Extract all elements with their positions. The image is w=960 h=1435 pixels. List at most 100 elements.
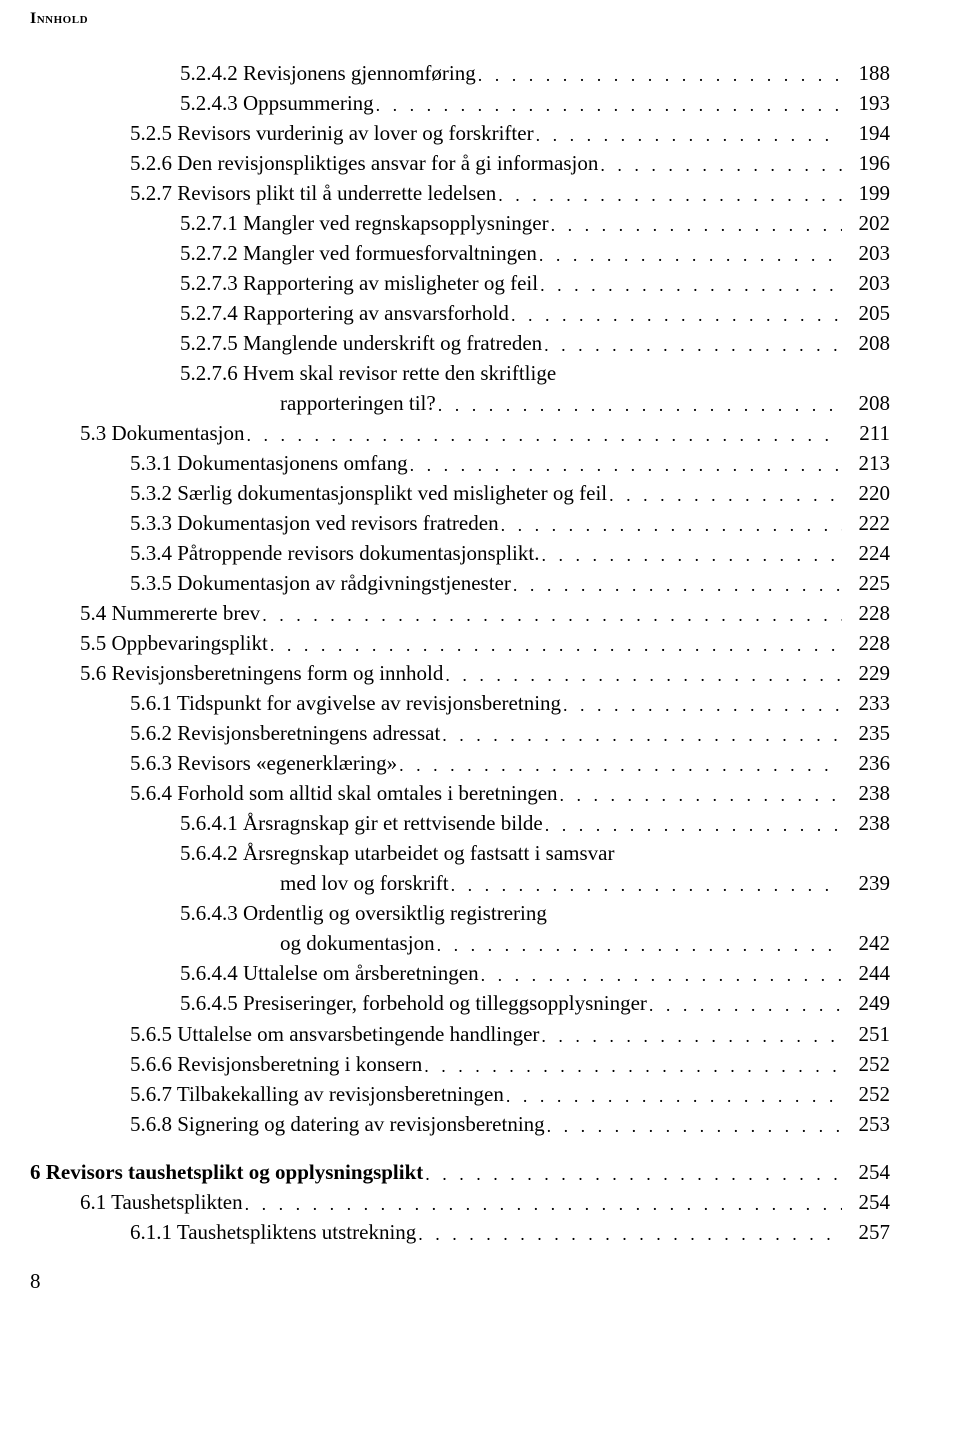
toc-entry: 5.6.5 Uttalelse om ansvarsbetingende han… (130, 1019, 890, 1049)
toc-entry: 5.3.4 Påtroppende revisors dokumentasjon… (130, 538, 890, 568)
toc-dot-leader (551, 213, 842, 239)
toc-entry: 5.6.4.1 Årsragnskap gir et rettvisende b… (180, 808, 890, 838)
toc-page-number: 228 (846, 628, 890, 658)
toc-page-number: 211 (846, 418, 890, 448)
toc-label: 5.6.1 Tidspunkt for avgivelse av revisjo… (130, 688, 561, 718)
toc-dot-leader (481, 963, 842, 989)
toc-label: 5.2.4.3 Oppsummering (180, 88, 374, 118)
toc-label: 5.6.8 Signering og datering av revisjons… (130, 1109, 545, 1139)
toc-page-number: 228 (846, 598, 890, 628)
toc-label: 6 Revisors taushetsplikt og opplysningsp… (30, 1157, 423, 1187)
toc-entry: 5.3.3 Dokumentasjon ved revisors fratred… (130, 508, 890, 538)
toc-entry: 5.2.7 Revisors plikt til å underrette le… (130, 178, 890, 208)
toc-dot-leader (560, 783, 842, 809)
toc-label: 5.3.4 Påtroppende revisors dokumentasjon… (130, 538, 539, 568)
toc-entry: 6.1 Taushetsplikten254 (80, 1187, 890, 1217)
toc-label: 5.2.7.5 Manglende underskrift og fratred… (180, 328, 542, 358)
toc-dot-leader (410, 453, 842, 479)
toc-label: 5.2.7.2 Mangler ved formuesforvaltningen (180, 238, 537, 268)
toc-dot-leader (511, 303, 842, 329)
toc-dot-leader (506, 1084, 842, 1110)
toc-label: 5.2.6 Den revisjonspliktiges ansvar for … (130, 148, 598, 178)
toc-page-number: 203 (846, 268, 890, 298)
toc-label: 5.6.4.4 Uttalelse om årsberetningen (180, 958, 479, 988)
toc-dot-leader (270, 633, 842, 659)
toc-entry: rapporteringen til?208 (280, 388, 890, 418)
toc-page-number: 202 (846, 208, 890, 238)
toc-dot-leader (563, 693, 842, 719)
toc-entry: med lov og forskrift 239 (280, 868, 890, 898)
toc-label: 5.6.4.3 Ordentlig og oversiktlig registr… (180, 898, 547, 928)
toc-dot-leader (376, 93, 842, 119)
toc-entry: 5.3 Dokumentasjon211 (80, 418, 890, 448)
toc-dot-leader (478, 63, 842, 89)
toc-dot-leader (445, 663, 842, 689)
toc-page-number: 208 (846, 328, 890, 358)
toc-entry: 5.2.4.2 Revisjonens gjennomføring 188 (180, 58, 890, 88)
toc-page-number: 224 (846, 538, 890, 568)
toc-dot-leader (513, 573, 842, 599)
toc-label: 5.6.4.1 Årsragnskap gir et rettvisende b… (180, 808, 543, 838)
toc-dot-leader (246, 423, 842, 449)
toc-page-number: 196 (846, 148, 890, 178)
toc-page-number: 251 (846, 1019, 890, 1049)
running-head: Innhold (30, 10, 890, 28)
toc-label: 5.6 Revisjonsberetningens form og innhol… (80, 658, 443, 688)
toc-entry: 5.6 Revisjonsberetningens form og innhol… (80, 658, 890, 688)
toc-dot-leader (544, 333, 842, 359)
toc-dot-leader (437, 933, 842, 959)
toc-label: 5.2.5 Revisors vurderinig av lover og fo… (130, 118, 534, 148)
toc-label: 5.6.5 Uttalelse om ansvarsbetingende han… (130, 1019, 539, 1049)
toc-entry: 5.2.7.1 Mangler ved regnskapsopplysninge… (180, 208, 890, 238)
toc-entry: 5.6.7 Tilbakekalling av revisjonsberetni… (130, 1079, 890, 1109)
toc-entry: 5.6.4.2 Årsregnskap utarbeidet og fastsa… (180, 838, 890, 868)
toc-dot-leader (498, 183, 842, 209)
toc-dot-leader (424, 1054, 842, 1080)
toc-label: 5.5 Oppbevaringsplikt (80, 628, 268, 658)
toc-dot-leader (541, 1024, 842, 1050)
toc-page-number: 193 (846, 88, 890, 118)
toc-label: 5.3.1 Dokumentasjonens omfang (130, 448, 408, 478)
toc-label: 5.3.2 Særlig dokumentasjonsplikt ved mis… (130, 478, 607, 508)
toc-page-number: 239 (846, 868, 890, 898)
toc-entry: 5.3.2 Særlig dokumentasjonsplikt ved mis… (130, 478, 890, 508)
toc-page-number: 238 (846, 808, 890, 838)
toc-entry: 5.6.1 Tidspunkt for avgivelse av revisjo… (130, 688, 890, 718)
toc-dot-leader (536, 123, 842, 149)
toc-label: 5.3.5 Dokumentasjon av rådgivningstjenes… (130, 568, 511, 598)
toc-spacer (30, 1139, 890, 1157)
toc-label: 5.6.7 Tilbakekalling av revisjonsberetni… (130, 1079, 504, 1109)
toc-entry: 5.2.7.6 Hvem skal revisor rette den skri… (180, 358, 890, 388)
toc-page-number: 203 (846, 238, 890, 268)
toc-entry: 5.6.4.5 Presiseringer, forbehold og till… (180, 988, 890, 1018)
toc-dot-leader (540, 273, 842, 299)
toc-label: 5.2.7.1 Mangler ved regnskapsopplysninge… (180, 208, 549, 238)
toc-page-number: 188 (846, 58, 890, 88)
toc-page-number: 205 (846, 298, 890, 328)
toc-dot-leader (609, 483, 842, 509)
toc-entry: 5.2.7.3 Rapportering av misligheter og f… (180, 268, 890, 298)
toc-label: 5.2.4.2 Revisjonens gjennomføring (180, 58, 476, 88)
toc-label: 5.6.4 Forhold som alltid skal omtales i … (130, 778, 558, 808)
toc-entry: og dokumentasjon242 (280, 928, 890, 958)
toc-entry: 6.1.1 Taushetspliktens utstrekning257 (130, 1217, 890, 1247)
toc-page-number: 242 (846, 928, 890, 958)
toc-label: 5.6.6 Revisjonsberetning i konsern (130, 1049, 422, 1079)
toc-label: 5.2.7.3 Rapportering av misligheter og f… (180, 268, 538, 298)
toc-dot-leader (438, 393, 842, 419)
toc-page-number: 225 (846, 568, 890, 598)
toc-label: 5.4 Nummererte brev (80, 598, 260, 628)
toc-label: 6.1 Taushetsplikten (80, 1187, 243, 1217)
toc-page-number: 257 (846, 1217, 890, 1247)
toc-label: 5.6.2 Revisjonsberetningens adressat (130, 718, 440, 748)
toc-label: med lov og forskrift (280, 868, 449, 898)
toc-entry: 5.6.4.4 Uttalelse om årsberetningen 244 (180, 958, 890, 988)
toc-entry: 5.2.5 Revisors vurderinig av lover og fo… (130, 118, 890, 148)
table-of-contents: 5.2.4.2 Revisjonens gjennomføring1885.2.… (30, 58, 890, 1247)
toc-dot-leader (399, 753, 842, 779)
toc-dot-leader (442, 723, 842, 749)
toc-dot-leader (539, 243, 842, 269)
toc-page-number: 253 (846, 1109, 890, 1139)
toc-page-number: 244 (846, 958, 890, 988)
toc-entry: 5.6.4 Forhold som alltid skal omtales i … (130, 778, 890, 808)
